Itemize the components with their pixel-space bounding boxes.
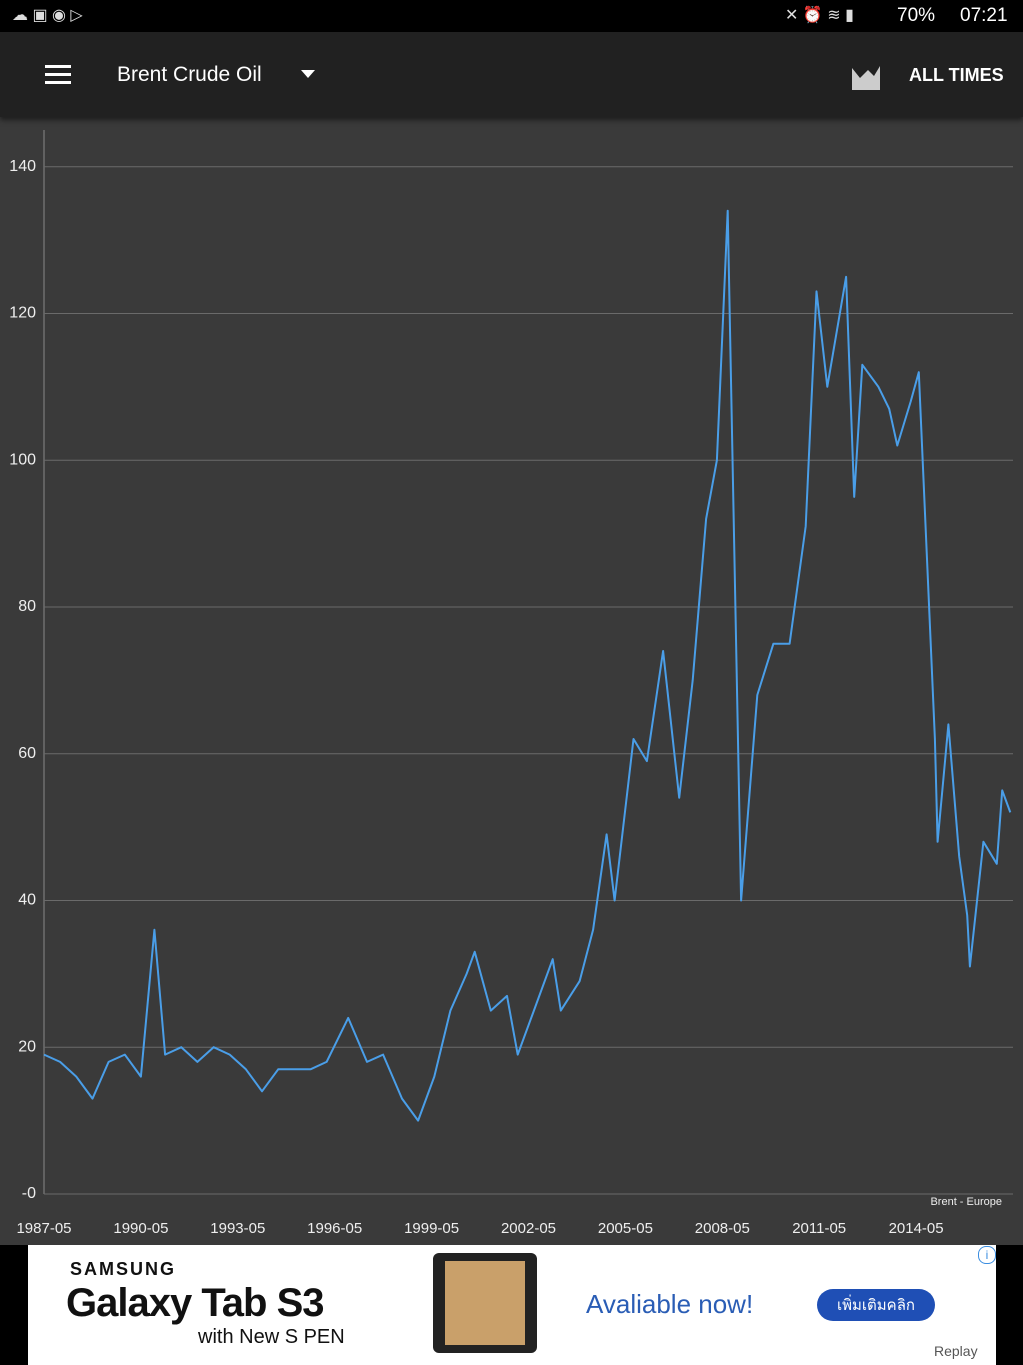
y-tick-label: 20 <box>18 1038 36 1055</box>
x-tick-label: 2005-05 <box>598 1220 653 1237</box>
dropdown-arrow[interactable] <box>301 70 317 80</box>
battery: 70% <box>897 5 936 26</box>
x-tick-label: 1990-05 <box>113 1220 168 1237</box>
y-tick-label: -0 <box>22 1185 36 1202</box>
ad-brand: SAMSUNG <box>70 1259 177 1279</box>
legend-label: Brent - Europe <box>930 1196 1002 1208</box>
range-button[interactable]: ALL TIMES <box>909 65 1004 85</box>
chart: -0 20 40 60 80 100 120 140 1987-05 1990-05 1993-05… <box>9 130 1013 1237</box>
x-tick-label: 2002-05 <box>501 1220 556 1237</box>
app-bar: Brent Crude Oil ALL TIMES <box>0 32 1023 117</box>
y-tick-label: 60 <box>18 745 36 762</box>
x-tick-label: 1999-05 <box>404 1220 459 1237</box>
y-tick-label: 40 <box>18 892 36 909</box>
x-tick-label: 1987-05 <box>16 1220 71 1237</box>
y-tick-label: 100 <box>9 451 36 468</box>
ad-tagline: with New S PEN <box>198 1326 345 1348</box>
ad-image <box>433 1253 537 1353</box>
status-bar: ☁ ▣ ◉ ▷ ✕ ⏰ ≋ ▮ 70% 07:21 <box>0 0 1023 32</box>
ad-info[interactable]: i <box>978 1246 996 1264</box>
menu-button[interactable] <box>45 64 75 86</box>
clock: 07:21 <box>960 5 1008 26</box>
ad-banner[interactable]: SAMSUNG Galaxy Tab S3 with New S PEN Ava… <box>0 1245 1023 1365</box>
ad-product: Galaxy Tab S3 <box>66 1281 325 1325</box>
ad-content[interactable]: SAMSUNG Galaxy Tab S3 with New S PEN Ava… <box>28 1245 996 1365</box>
series-line <box>43 209 1012 1122</box>
ad-footer: Replay <box>934 1343 978 1359</box>
x-tick-label: 2014-05 <box>889 1220 944 1237</box>
chart-type-button[interactable] <box>852 62 882 90</box>
y-tick-label: 120 <box>9 305 36 322</box>
ad-button[interactable]: เพิ่มเติมคลิก <box>817 1289 935 1321</box>
notification-icons: ☁ ▣ ◉ ▷ <box>12 7 83 24</box>
x-tick-label: 2008-05 <box>695 1220 750 1237</box>
y-tick-label: 80 <box>18 598 36 615</box>
system-icons: ✕ ⏰ ≋ ▮ <box>785 7 854 24</box>
x-tick-label: 1996-05 <box>307 1220 362 1237</box>
x-tick-label: 1993-05 <box>210 1220 265 1237</box>
y-tick-label: 140 <box>9 158 36 175</box>
ad-cta: Avaliable now! <box>586 1289 754 1319</box>
app-title[interactable]: Brent Crude Oil <box>117 63 262 86</box>
x-tick-label: 2011-05 <box>792 1220 846 1237</box>
